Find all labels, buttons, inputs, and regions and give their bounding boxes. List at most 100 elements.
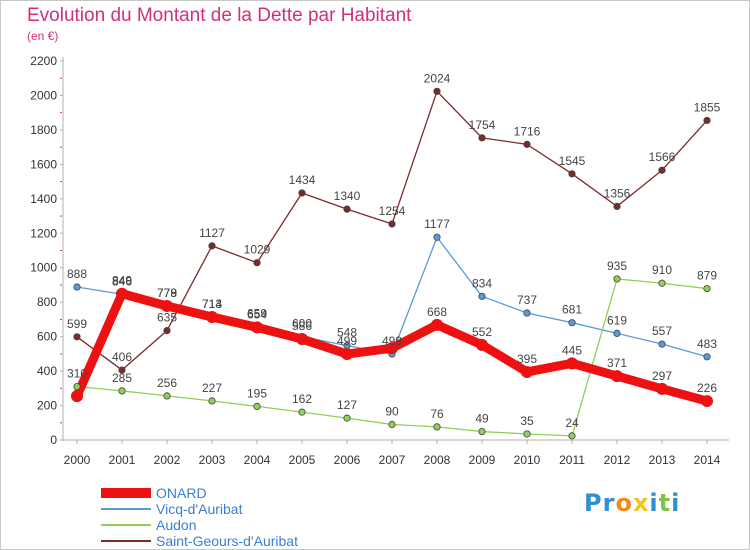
data-point	[523, 140, 531, 148]
data-label: 297	[652, 369, 672, 383]
data-label: 888	[67, 267, 87, 281]
legend-swatch	[101, 508, 151, 510]
data-label: 227	[202, 381, 222, 395]
x-tick-label: 2014	[694, 453, 721, 467]
series-line	[76, 90, 708, 371]
data-label: 846	[112, 274, 132, 288]
data-point	[568, 170, 576, 178]
data-point	[658, 340, 666, 348]
data-point	[478, 292, 486, 300]
x-tick-label: 2005	[289, 453, 316, 467]
logo-letter: r	[602, 489, 616, 517]
data-point	[613, 202, 621, 210]
data-label: 35	[520, 414, 534, 428]
x-tick-label: 2008	[424, 453, 451, 467]
data-label: 1545	[559, 154, 586, 168]
data-label: 395	[517, 352, 537, 366]
x-tick-label: 2007	[379, 453, 406, 467]
data-point	[611, 370, 623, 383]
data-point	[298, 408, 306, 416]
data-label: 619	[607, 313, 627, 327]
data-label: 552	[472, 325, 492, 339]
data-point	[296, 333, 308, 346]
data-label: 1434	[289, 173, 316, 187]
data-point	[343, 414, 351, 422]
data-point	[658, 166, 666, 174]
data-point	[208, 242, 216, 250]
y-tick-label: 2200	[30, 54, 57, 68]
data-label: 1566	[649, 150, 676, 164]
logo-letter: o	[615, 489, 633, 517]
legend-label: Audon	[156, 517, 197, 533]
x-tick-label: 2013	[649, 453, 676, 467]
data-label: 2024	[424, 71, 451, 85]
x-tick-label: 2002	[154, 453, 181, 467]
data-label: 90	[385, 404, 399, 418]
data-point	[388, 220, 396, 228]
logo-letter: i	[671, 489, 681, 517]
data-label: 635	[157, 311, 177, 325]
data-label: 834	[472, 276, 492, 290]
chart-subtitle: (en €)	[27, 29, 59, 43]
proxiti-logo: Proxiti	[584, 489, 680, 517]
x-tick-label: 2010	[514, 453, 541, 467]
data-label: 1029	[244, 243, 271, 257]
data-point	[253, 259, 261, 267]
data-label: 127	[337, 398, 357, 412]
data-label: 1754	[469, 118, 496, 132]
data-point	[476, 338, 488, 351]
data-label: 714	[202, 297, 222, 311]
y-tick-label: 1200	[30, 226, 57, 240]
data-point	[656, 382, 668, 395]
data-label: 1340	[334, 189, 361, 203]
data-label: 310	[67, 367, 87, 381]
data-point	[73, 382, 81, 391]
data-point	[161, 299, 173, 312]
legend-swatch	[101, 488, 151, 498]
data-label: 557	[652, 324, 672, 338]
data-point	[433, 423, 441, 431]
data-point	[521, 365, 533, 378]
logo-letter: P	[584, 489, 603, 517]
data-point	[73, 283, 81, 291]
chart-title: Evolution du Montant de la Dette par Hab…	[27, 5, 412, 26]
data-point	[568, 319, 576, 327]
logo-letter: t	[658, 489, 672, 517]
data-label: 76	[430, 407, 444, 421]
y-tick-label: 600	[37, 330, 57, 344]
x-tick-label: 2012	[604, 453, 631, 467]
data-label: 445	[562, 343, 582, 357]
x-tick-label: 2000	[64, 453, 91, 467]
data-label: 599	[67, 317, 87, 331]
y-tick-label: 400	[37, 364, 57, 378]
x-tick-label: 2003	[199, 453, 226, 467]
x-tick-label: 2004	[244, 453, 271, 467]
y-tick-label: 200	[37, 399, 57, 413]
data-point	[433, 87, 441, 95]
data-label: 713	[202, 297, 222, 311]
data-point	[298, 189, 306, 197]
data-point	[613, 275, 621, 283]
data-label: 1177	[424, 217, 450, 231]
data-label: 910	[652, 263, 672, 277]
data-label: 681	[562, 303, 582, 317]
data-label: 162	[292, 392, 312, 406]
data-label: 285	[112, 371, 132, 385]
data-label: 1254	[379, 204, 406, 218]
data-point	[701, 395, 713, 408]
data-label: 406	[112, 350, 132, 364]
data-point	[251, 321, 263, 334]
y-tick-label: 1000	[30, 261, 57, 275]
data-label: 548	[337, 326, 357, 340]
data-point	[433, 233, 441, 241]
legend-label: ONARD	[156, 485, 207, 501]
data-point	[386, 342, 398, 355]
x-tick-label: 2006	[334, 453, 361, 467]
data-label: 483	[697, 337, 717, 351]
data-point	[431, 318, 443, 331]
data-point	[568, 432, 576, 440]
data-point	[341, 348, 353, 361]
data-label: 226	[697, 381, 717, 395]
data-point	[388, 420, 396, 429]
